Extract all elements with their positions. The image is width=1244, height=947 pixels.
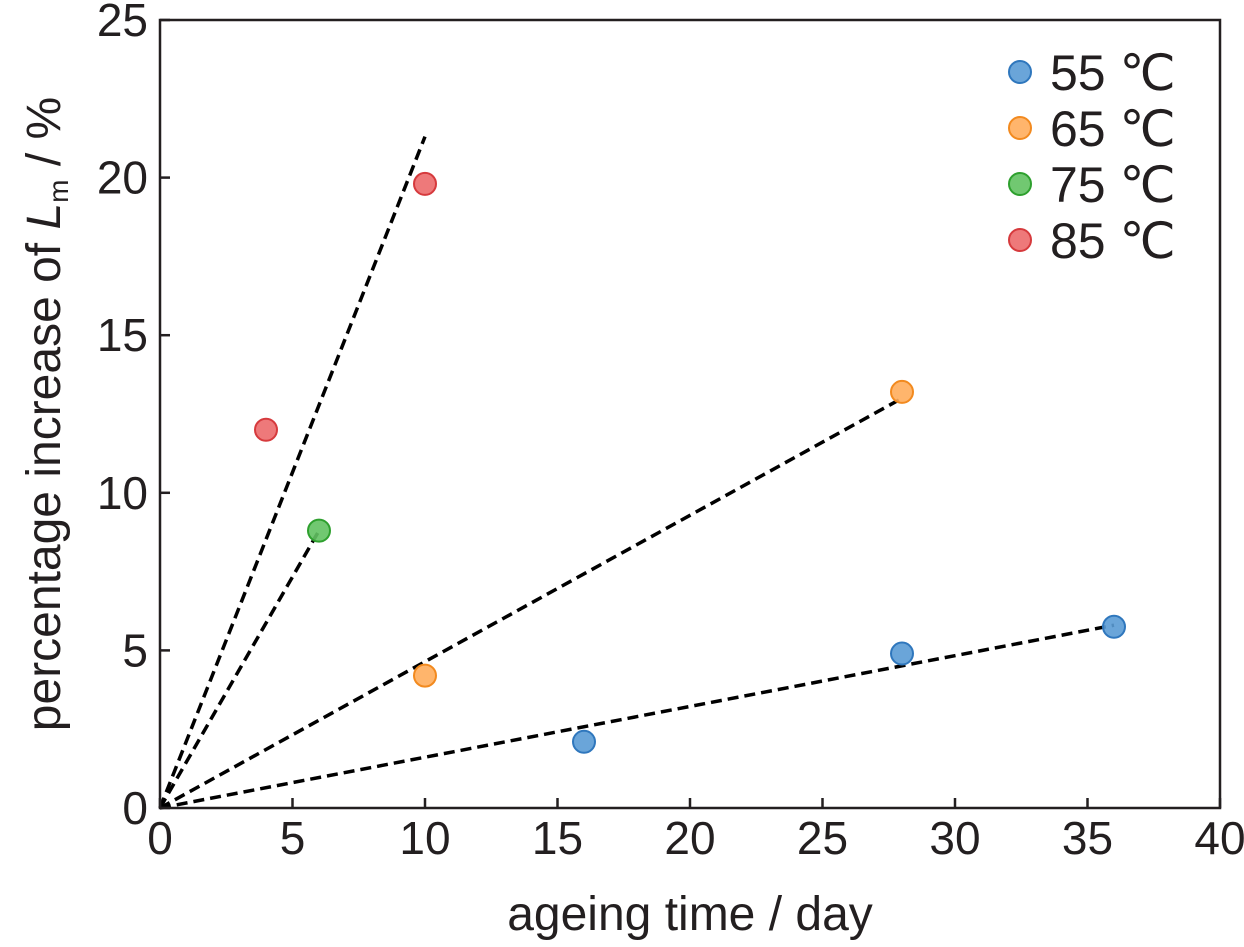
legend-label-series-3: 75 ℃	[1050, 157, 1176, 213]
x-tick-label: 15	[532, 812, 583, 864]
y-axis-title-prefix: percentage increase of	[18, 230, 71, 732]
x-tick-label: 0	[147, 812, 173, 864]
y-tick-label: 20	[97, 152, 148, 204]
fit-line-series-4	[158, 135, 427, 809]
y-tick-labels: 0 5 10 15 20 25	[97, 0, 148, 834]
legend-background	[950, 36, 1212, 316]
x-tick-label: 40	[1194, 812, 1244, 864]
x-tick-label: 35	[1062, 812, 1113, 864]
data-point-series-2	[890, 379, 914, 404]
x-tick-label: 25	[797, 812, 848, 864]
legend-label-series-2: 65 ℃	[1050, 101, 1176, 157]
legend-marker-series-2	[1008, 116, 1032, 140]
axis-ticks	[158, 18, 1222, 810]
fit-line-series-2	[159, 396, 903, 810]
y-tick-label: 0	[122, 782, 148, 834]
y-tick-label: 15	[97, 309, 148, 361]
fit-lines	[158, 135, 1115, 810]
y-tick-label: 10	[97, 467, 148, 519]
x-tick-label: 30	[929, 812, 980, 864]
y-axis-title-symbol: L	[18, 203, 71, 230]
legend: 55 ℃65 ℃75 ℃85 ℃	[950, 36, 1212, 316]
legend-label-series-1: 55 ℃	[1050, 45, 1176, 101]
x-tick-label: 20	[664, 812, 715, 864]
data-point-series-3	[307, 518, 331, 543]
y-axis-title-suffix: / %	[18, 97, 71, 180]
data-point-series-1	[1102, 614, 1126, 639]
legend-label-series-4: 85 ℃	[1050, 213, 1176, 269]
data-point-series-4	[413, 171, 437, 196]
x-tick-labels: 0 5 10 15 20 25 30 35 40	[147, 812, 1244, 864]
data-point-series-4	[254, 417, 278, 442]
legend-marker-series-1	[1008, 60, 1032, 84]
fit-line-series-1	[159, 623, 1115, 810]
y-tick-label: 25	[97, 0, 148, 46]
x-tick-label: 10	[399, 812, 450, 864]
x-tick-label: 5	[280, 812, 306, 864]
fit-line-series-3	[158, 529, 321, 809]
y-axis-title-subscript: m	[43, 180, 74, 203]
legend-marker-series-4	[1008, 228, 1032, 252]
data-point-series-1	[572, 729, 596, 754]
data-point-series-1	[890, 641, 914, 666]
data-point-series-2	[413, 663, 437, 688]
y-axis-title: percentage increase of Lm / %	[18, 97, 74, 731]
legend-marker-series-3	[1008, 172, 1032, 196]
y-tick-label: 5	[122, 624, 148, 676]
data-points	[254, 171, 1126, 754]
x-axis-title: ageing time / day	[507, 888, 873, 941]
